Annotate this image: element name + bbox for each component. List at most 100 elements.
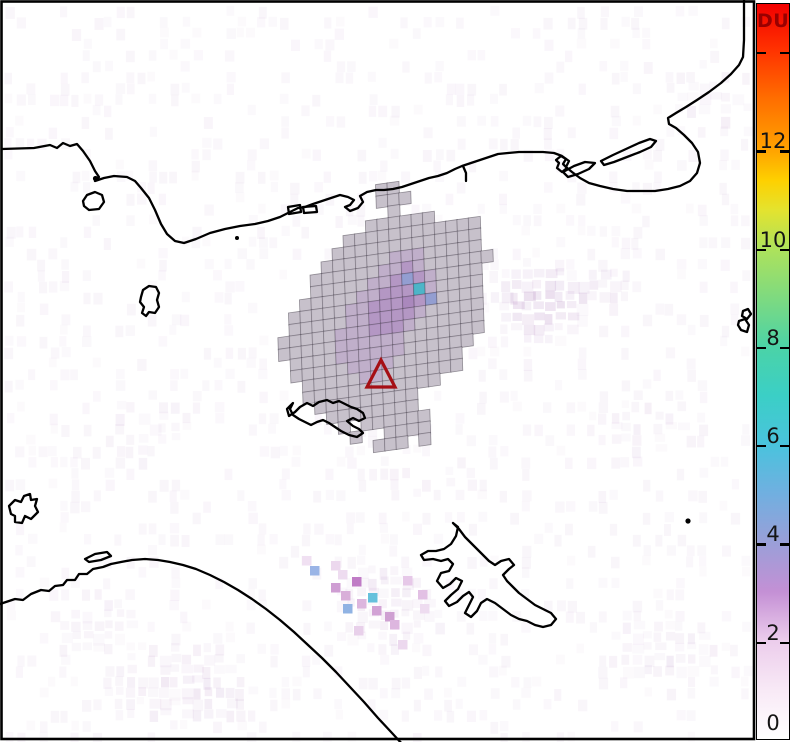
noise-pixel: [468, 160, 477, 173]
noise-pixel: [94, 94, 104, 106]
noise-pixel: [115, 633, 125, 646]
noise-pixel: [159, 655, 172, 668]
noise-pixel: [587, 424, 595, 437]
noise-pixel: [215, 534, 225, 546]
noise-pixel: [721, 237, 731, 249]
noise-pixel: [214, 653, 224, 663]
noise-pixel: [93, 292, 103, 305]
noise-pixel: [554, 534, 562, 547]
noise-pixel: [675, 633, 685, 644]
noise-pixel: [215, 687, 225, 698]
noise-pixel: [653, 182, 662, 193]
noise-pixel: [477, 589, 486, 600]
noise-pixel: [15, 138, 25, 149]
swath-cell: [471, 319, 485, 335]
noise-pixel: [556, 301, 565, 309]
noise-pixel: [731, 159, 740, 170]
noise-pixel: [654, 621, 663, 632]
noise-pixel: [511, 323, 523, 331]
noise-pixel: [544, 334, 553, 344]
noise-pixel: [699, 556, 707, 567]
noise-pixel: [191, 170, 199, 181]
noise-pixel: [467, 94, 475, 106]
noise-pixel: [170, 664, 180, 672]
noise-pixel: [391, 588, 400, 598]
noise-pixel: [510, 292, 518, 305]
noise-pixel: [565, 457, 573, 469]
noise-pixel: [160, 38, 168, 50]
noise-pixel: [544, 39, 554, 51]
noise-pixel: [709, 81, 717, 90]
noise-pixel: [336, 600, 349, 613]
noise-pixel: [270, 699, 278, 712]
noise-pixel: [215, 709, 227, 718]
noise-pixel: [554, 688, 562, 701]
noise-pixel: [357, 215, 365, 227]
noise-pixel: [446, 83, 456, 95]
noise-pixel: [479, 556, 488, 567]
noise-pixel: [378, 170, 387, 181]
noise-pixel: [413, 523, 422, 535]
noise-pixel: [742, 566, 751, 577]
noise-pixel: [565, 523, 573, 536]
noise-pixel: [357, 611, 368, 623]
noise-pixel: [455, 489, 465, 501]
noise-pixel: [302, 600, 312, 612]
noise-pixel: [213, 138, 223, 150]
noise-pixel: [138, 434, 149, 443]
noise-pixel: [204, 687, 213, 697]
noise-pixel: [499, 369, 508, 380]
noise-pixel: [279, 556, 289, 569]
noise-pixel: [499, 665, 507, 676]
noise-pixel: [92, 61, 101, 73]
noise-pixel: [281, 127, 289, 139]
scatter-pixel: [331, 583, 341, 593]
noise-pixel: [325, 489, 335, 501]
noise-pixel: [665, 665, 675, 676]
noise-pixel: [83, 424, 92, 437]
noise-pixel: [257, 544, 266, 555]
noise-pixel: [269, 170, 279, 181]
noise-pixel: [621, 16, 630, 27]
colorbar-tick-dash: [757, 52, 766, 55]
noise-pixel: [280, 204, 290, 216]
noise-pixel: [697, 412, 706, 423]
noise-pixel: [83, 93, 92, 104]
colorbar-tick-dash: [780, 248, 789, 251]
colorbar-tick-label: 8: [766, 325, 780, 350]
noise-pixel: [27, 655, 37, 667]
noise-pixel: [257, 171, 266, 184]
noise-pixel: [721, 72, 730, 83]
noise-pixel: [391, 598, 402, 607]
noise-pixel: [60, 72, 68, 84]
noise-pixel: [521, 457, 531, 469]
noise-pixel: [457, 457, 466, 469]
noise-pixel: [434, 390, 442, 401]
noise-pixel: [237, 490, 245, 501]
noise-pixel: [335, 72, 344, 84]
noise-pixel: [127, 677, 136, 688]
noise-pixel: [677, 422, 690, 431]
noise-pixel: [257, 534, 265, 546]
noise-pixel: [247, 501, 257, 512]
noise-pixel: [644, 402, 652, 415]
noise-pixel: [70, 732, 79, 742]
noise-pixel: [182, 412, 191, 424]
noise-pixel: [500, 446, 509, 457]
noise-pixel: [456, 116, 466, 127]
noise-pixel: [257, 226, 265, 239]
noise-pixel: [204, 204, 214, 216]
noise-pixel: [699, 424, 709, 437]
noise-pixel: [192, 402, 201, 414]
noise-pixel: [37, 259, 46, 272]
noise-pixel: [621, 654, 630, 665]
noise-pixel: [523, 346, 532, 357]
noise-pixel: [598, 611, 607, 623]
noise-pixel: [336, 116, 346, 128]
noise-pixel: [620, 457, 630, 468]
noise-pixel: [622, 270, 630, 282]
noise-pixel: [665, 620, 676, 630]
noise-pixel: [115, 94, 123, 105]
noise-pixel: [555, 105, 565, 117]
noise-pixel: [499, 490, 508, 503]
